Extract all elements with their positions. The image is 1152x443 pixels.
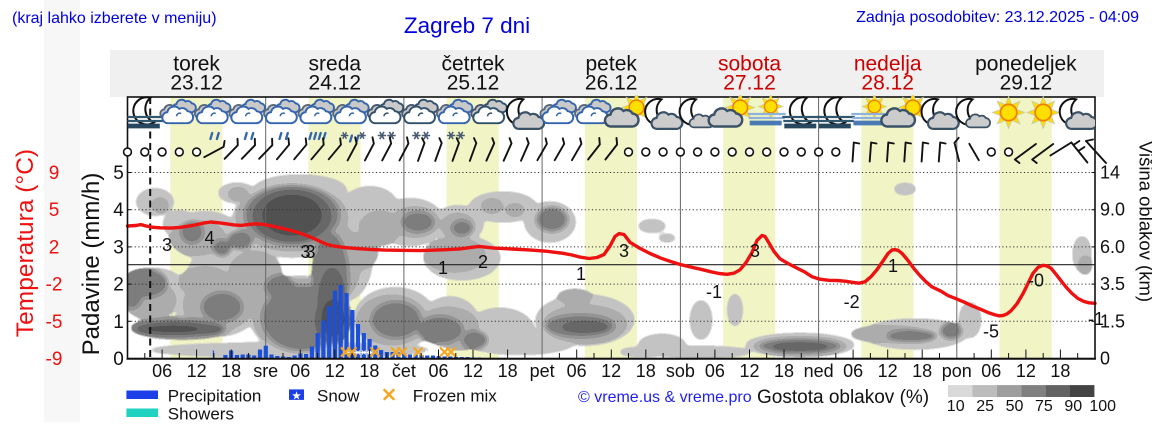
svg-text:3: 3 <box>300 242 310 262</box>
svg-text:(kraj lahko izberete v meniju): (kraj lahko izberete v meniju) <box>12 10 217 27</box>
svg-text:29.12: 29.12 <box>1000 72 1053 95</box>
svg-text:Precipitation: Precipitation <box>168 387 262 406</box>
svg-text:90: 90 <box>1064 398 1082 415</box>
svg-text:0: 0 <box>113 349 124 370</box>
svg-text:18: 18 <box>498 361 518 381</box>
svg-text:čet: čet <box>392 361 416 381</box>
svg-text:06: 06 <box>567 361 587 381</box>
svg-text:18: 18 <box>636 361 656 381</box>
svg-text:Zagreb 7 dni: Zagreb 7 dni <box>404 13 530 38</box>
svg-text:14: 14 <box>1100 163 1120 183</box>
svg-text:1: 1 <box>888 256 898 276</box>
svg-text:Showers: Showers <box>168 405 234 424</box>
svg-text:Zadnja posodobitev: 23.12.2025: Zadnja posodobitev: 23.12.2025 - 04:09 <box>856 9 1139 26</box>
svg-text:06: 06 <box>843 361 863 381</box>
svg-text:25.12: 25.12 <box>447 72 500 95</box>
svg-text:1: 1 <box>113 312 124 333</box>
svg-text:sobota: sobota <box>718 53 781 76</box>
svg-text:12: 12 <box>1016 361 1036 381</box>
svg-text:3.5: 3.5 <box>1100 274 1125 294</box>
svg-text:sre: sre <box>253 361 278 381</box>
svg-text:-1: -1 <box>1088 309 1104 329</box>
svg-text:-5: -5 <box>46 312 63 333</box>
svg-text:9: 9 <box>49 163 60 184</box>
svg-text:nedelja: nedelja <box>854 53 922 76</box>
svg-text:Snow: Snow <box>317 387 360 406</box>
svg-text:ned: ned <box>804 361 834 381</box>
svg-text:100: 100 <box>1089 398 1116 415</box>
svg-text:2: 2 <box>478 252 488 272</box>
svg-text:Temperatura (°C): Temperatura (°C) <box>12 149 39 337</box>
svg-text:06: 06 <box>152 361 172 381</box>
svg-text:12: 12 <box>325 361 345 381</box>
svg-text:12: 12 <box>187 361 207 381</box>
svg-text:torek: torek <box>173 53 220 76</box>
svg-text:6.0: 6.0 <box>1100 237 1125 257</box>
svg-text:18: 18 <box>1050 361 1070 381</box>
svg-text:-0: -0 <box>1028 271 1044 291</box>
svg-text:1.5: 1.5 <box>1100 311 1125 331</box>
svg-text:-9: -9 <box>46 349 63 370</box>
svg-text:26.12: 26.12 <box>585 72 638 95</box>
svg-text:-5: -5 <box>983 322 999 342</box>
svg-text:4: 4 <box>204 228 214 248</box>
svg-text:pon: pon <box>942 361 972 381</box>
svg-text:Frozen mix: Frozen mix <box>413 387 498 406</box>
svg-text:3: 3 <box>619 241 629 261</box>
svg-text:1: 1 <box>576 264 586 284</box>
svg-text:5: 5 <box>49 200 60 221</box>
svg-text:12: 12 <box>739 361 759 381</box>
svg-text:3: 3 <box>305 242 315 262</box>
svg-text:2: 2 <box>113 275 124 296</box>
svg-text:četrtek: četrtek <box>441 53 505 76</box>
svg-text:18: 18 <box>912 361 932 381</box>
svg-text:Gostota oblakov (%): Gostota oblakov (%) <box>757 387 929 408</box>
svg-text:1: 1 <box>438 258 448 278</box>
svg-text:3: 3 <box>162 235 172 255</box>
svg-text:12: 12 <box>601 361 621 381</box>
svg-text:petek: petek <box>586 53 638 76</box>
svg-text:28.12: 28.12 <box>861 72 914 95</box>
svg-text:12: 12 <box>463 361 483 381</box>
svg-text:ponedeljek: ponedeljek <box>975 53 1077 76</box>
svg-text:06: 06 <box>981 361 1001 381</box>
svg-text:27.12: 27.12 <box>723 72 776 95</box>
svg-text:75: 75 <box>1035 398 1053 415</box>
svg-text:Padavine (mm/h): Padavine (mm/h) <box>78 173 105 356</box>
svg-text:18: 18 <box>221 361 241 381</box>
svg-text:-1: -1 <box>706 282 722 302</box>
svg-text:23.12: 23.12 <box>170 72 223 95</box>
svg-text:06: 06 <box>290 361 310 381</box>
svg-text:18: 18 <box>774 361 794 381</box>
svg-text:-2: -2 <box>844 292 860 312</box>
svg-text:© vreme.us & vreme.pro: © vreme.us & vreme.pro <box>578 389 752 406</box>
svg-text:18: 18 <box>359 361 379 381</box>
svg-text:sreda: sreda <box>309 53 362 76</box>
svg-text:25: 25 <box>976 398 994 415</box>
svg-text:10: 10 <box>947 398 965 415</box>
svg-text:06: 06 <box>705 361 725 381</box>
svg-text:50: 50 <box>1006 398 1024 415</box>
svg-text:06: 06 <box>428 361 448 381</box>
svg-text:★: ★ <box>291 390 301 402</box>
svg-text:-2: -2 <box>46 275 63 296</box>
svg-text:2: 2 <box>49 237 60 258</box>
svg-text:sob: sob <box>666 361 695 381</box>
svg-text:4: 4 <box>113 200 124 221</box>
svg-text:3: 3 <box>113 237 124 258</box>
svg-text:5: 5 <box>113 163 124 184</box>
svg-text:0: 0 <box>1100 349 1110 369</box>
svg-text:9.0: 9.0 <box>1100 200 1125 220</box>
svg-text:12: 12 <box>878 361 898 381</box>
svg-text:3: 3 <box>750 241 760 261</box>
svg-text:24.12: 24.12 <box>309 72 362 95</box>
svg-text:Višina oblakov (km): Višina oblakov (km) <box>1136 141 1152 302</box>
svg-text:pet: pet <box>530 361 555 381</box>
